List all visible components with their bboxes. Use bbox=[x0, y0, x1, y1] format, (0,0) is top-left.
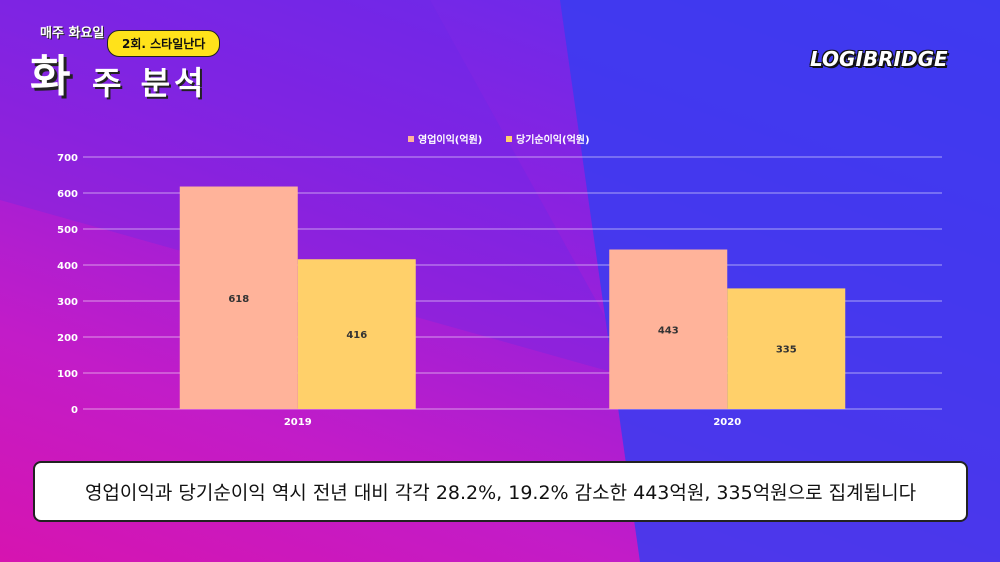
y-tick-label: 400 bbox=[57, 261, 78, 272]
y-tick-label: 700 bbox=[57, 153, 78, 164]
legend-label: 영업이익(억원) bbox=[418, 133, 482, 146]
bar bbox=[297, 259, 416, 409]
bar-value-label: 443 bbox=[658, 325, 679, 336]
bar-value-label: 618 bbox=[228, 294, 249, 305]
logo-small-title: 매주 화요일 bbox=[40, 26, 105, 41]
caption-text: 영업이익과 당기순이익 역시 전년 대비 각각 28.2%, 19.2% 감소한… bbox=[84, 482, 917, 504]
bar bbox=[179, 186, 298, 409]
x-tick-label: 2019 bbox=[284, 417, 312, 428]
logo-bubble: 2회. 스타일난다 bbox=[107, 30, 221, 57]
y-tick-label: 200 bbox=[57, 333, 78, 344]
y-tick-label: 0 bbox=[71, 405, 78, 416]
bar-value-label: 416 bbox=[346, 330, 367, 341]
bar-value-label: 335 bbox=[776, 345, 797, 356]
y-tick-label: 500 bbox=[57, 225, 78, 236]
bar bbox=[609, 249, 728, 409]
logo-title: 주 분석 bbox=[92, 64, 208, 102]
x-tick-label: 2020 bbox=[713, 417, 741, 428]
logo-big-char: 화 bbox=[30, 51, 71, 102]
brand-logo: LOGIBRIDGE bbox=[810, 47, 948, 71]
legend-swatch bbox=[506, 136, 512, 142]
caption-box: 영업이익과 당기순이익 역시 전년 대비 각각 28.2%, 19.2% 감소한… bbox=[33, 461, 968, 522]
legend-swatch bbox=[408, 136, 414, 142]
y-tick-label: 300 bbox=[57, 297, 78, 308]
bar bbox=[727, 288, 846, 409]
y-tick-label: 100 bbox=[57, 369, 78, 380]
y-tick-label: 600 bbox=[57, 189, 78, 200]
legend-label: 당기순이익(억원) bbox=[516, 133, 590, 146]
